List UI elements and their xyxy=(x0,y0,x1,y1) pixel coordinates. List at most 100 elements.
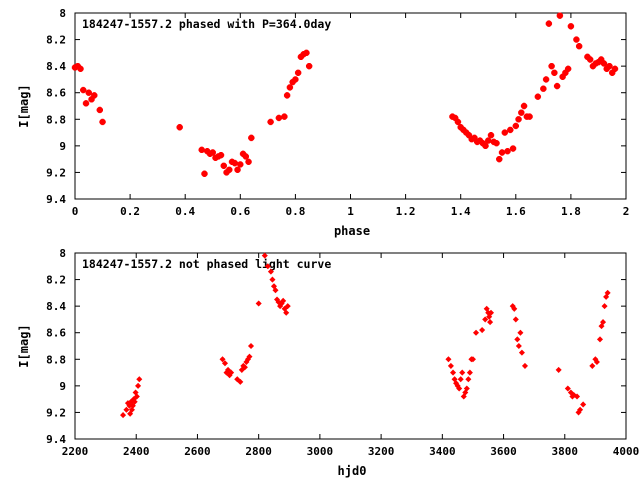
unphased-data-point xyxy=(447,362,454,369)
phased-x-tick-label: 0 xyxy=(72,205,79,218)
phased-x-tick-label: 2 xyxy=(623,205,630,218)
phased-data-point xyxy=(460,126,467,134)
unphased-data-point xyxy=(472,329,480,336)
phased-plot-panel: 184247-1557.2 phased with P=364.0day pha… xyxy=(17,7,629,238)
phased-data-point xyxy=(297,53,305,61)
unphased-data-point xyxy=(589,362,596,369)
unphased-axis-ticks: 2200 2400 2600 2800 3000 3200 3400 3600 3800 4000… xyxy=(46,247,639,458)
phased-x-tick-label: 0.8 xyxy=(285,205,305,218)
phased-data-point xyxy=(559,73,566,80)
phased-y-tick-label: 8.4 xyxy=(46,60,66,73)
unphased-y-tick-label: 9.4 xyxy=(46,433,66,446)
phased-plot-title: 184247-1557.2 phased with P=364.0day xyxy=(82,17,331,31)
phased-data-point xyxy=(239,150,247,158)
phased-data-point xyxy=(91,92,98,99)
unphased-data-point xyxy=(573,393,581,400)
phased-data-point xyxy=(482,142,489,150)
unphased-data-point xyxy=(272,287,279,294)
phased-data-point xyxy=(88,96,95,103)
phased-data-point xyxy=(598,56,605,63)
unphased-data-point xyxy=(487,309,495,316)
unphased-data-point xyxy=(284,303,291,310)
unphased-x-tick-label: 2200 xyxy=(62,445,89,458)
unphased-y-tick-label: 8.6 xyxy=(46,327,66,340)
phased-data-point xyxy=(204,147,211,155)
phased-data-point xyxy=(551,69,558,76)
phased-data-point xyxy=(603,65,610,72)
unphased-data-point xyxy=(512,316,519,323)
phased-data-point xyxy=(294,69,302,76)
phased-data-point xyxy=(504,147,511,155)
unphased-data-point xyxy=(463,385,470,392)
unphased-data-point xyxy=(129,402,136,409)
phased-data-point xyxy=(496,155,503,163)
phased-data-point xyxy=(223,169,230,176)
phased-data-point xyxy=(564,65,572,72)
phased-data-point xyxy=(534,93,542,100)
phased-x-tick-label: 1.6 xyxy=(506,205,526,218)
phased-data-point xyxy=(526,113,533,120)
unphased-data-point xyxy=(261,252,268,259)
phased-data-point xyxy=(512,122,519,130)
unphased-y-tick-label: 9 xyxy=(59,380,66,393)
phased-data-point xyxy=(286,84,294,91)
phased-data-point xyxy=(451,114,459,122)
phased-y-tick-label: 8.6 xyxy=(46,87,66,100)
unphased-data-point xyxy=(555,366,562,373)
phased-data-point xyxy=(275,114,283,122)
unphased-data-point xyxy=(603,293,610,300)
phased-x-tick-label: 1.8 xyxy=(561,205,581,218)
phased-data-points xyxy=(71,12,619,177)
unphased-x-tick-label: 2600 xyxy=(184,445,211,458)
unphased-data-point xyxy=(264,263,271,270)
unphased-plot-panel: 184247-1557.2 not phased light curve hjd… xyxy=(17,247,639,478)
unphased-data-point xyxy=(445,356,452,363)
phased-data-point xyxy=(457,124,464,131)
unphased-data-point xyxy=(598,323,605,330)
phased-data-point xyxy=(573,36,580,43)
phased-x-tick-label: 0.2 xyxy=(120,205,140,218)
phased-x-axis-label: phase xyxy=(334,224,370,238)
unphased-data-point xyxy=(221,360,229,367)
phased-data-point xyxy=(479,140,486,147)
phased-data-point xyxy=(248,134,255,142)
phased-data-point xyxy=(283,92,291,99)
phased-data-point xyxy=(74,62,81,70)
unphased-data-point xyxy=(136,376,143,383)
phased-data-point xyxy=(501,129,508,136)
unphased-data-point xyxy=(269,276,276,283)
unphased-data-point xyxy=(225,366,232,373)
unphased-data-point xyxy=(131,398,138,405)
unphased-data-point xyxy=(234,376,241,383)
unphased-data-point xyxy=(247,342,255,350)
unphased-data-point xyxy=(241,364,248,371)
unphased-data-point xyxy=(479,327,486,334)
phased-data-point xyxy=(237,161,244,168)
unphased-data-point xyxy=(123,406,130,413)
unphased-x-tick-label: 3600 xyxy=(490,445,517,458)
unphased-x-tick-label: 2800 xyxy=(245,445,272,458)
unphased-y-tick-label: 8.8 xyxy=(46,353,66,366)
phased-data-point xyxy=(493,140,500,147)
unphased-data-point xyxy=(462,389,469,396)
phased-y-axis-label: I[mag] xyxy=(17,84,31,127)
unphased-data-point xyxy=(456,385,463,392)
phased-data-point xyxy=(589,62,597,70)
unphased-data-point xyxy=(135,382,142,389)
phased-data-point xyxy=(606,62,613,70)
phased-data-point xyxy=(305,62,313,70)
phased-data-point xyxy=(600,60,608,67)
unphased-data-point xyxy=(228,369,235,376)
unphased-data-point xyxy=(128,406,135,413)
unphased-data-point xyxy=(514,336,521,343)
phased-data-point xyxy=(201,170,208,177)
unphased-y-tick-label: 8.2 xyxy=(46,274,66,287)
unphased-data-point xyxy=(482,316,489,323)
phased-y-tick-label: 8 xyxy=(59,7,66,20)
unphased-y-tick-label: 8 xyxy=(59,247,66,260)
unphased-data-point xyxy=(487,319,494,326)
unphased-data-point xyxy=(457,376,464,383)
unphased-data-point xyxy=(237,378,244,385)
